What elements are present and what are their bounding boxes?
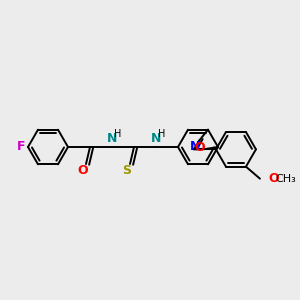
Text: H: H bbox=[158, 129, 166, 139]
Text: N: N bbox=[190, 140, 201, 153]
Text: O: O bbox=[78, 164, 88, 178]
Text: H: H bbox=[114, 129, 122, 139]
Text: CH₃: CH₃ bbox=[276, 174, 296, 184]
Text: N: N bbox=[107, 133, 117, 146]
Text: F: F bbox=[17, 140, 25, 154]
Text: O: O bbox=[268, 172, 279, 185]
Text: O: O bbox=[194, 141, 205, 154]
Text: N: N bbox=[151, 133, 161, 146]
Text: S: S bbox=[122, 164, 131, 178]
